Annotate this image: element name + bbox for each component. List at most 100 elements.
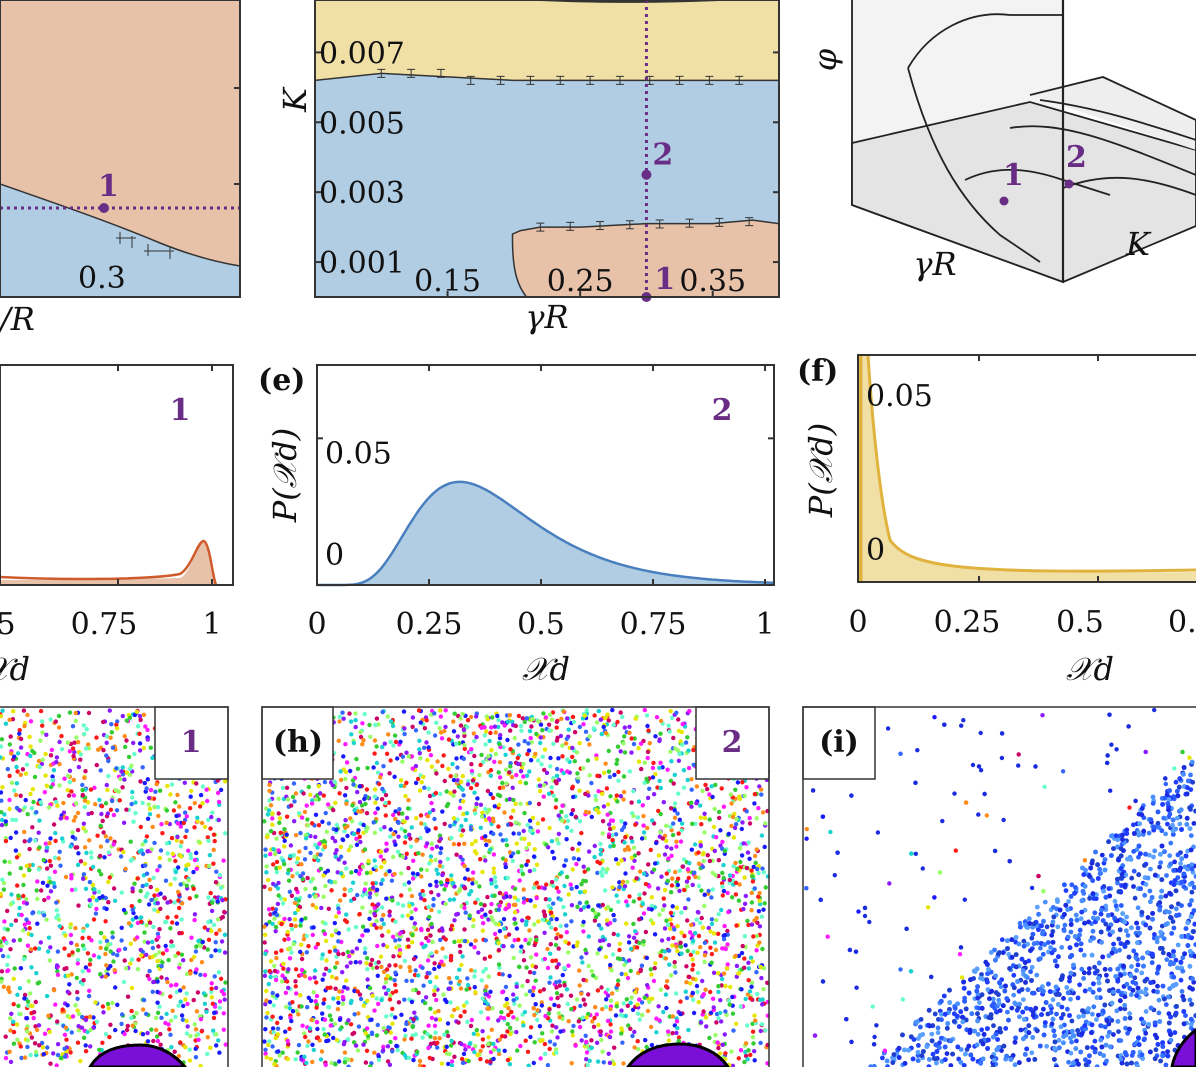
panel-e-y-tick-label: 0.05 (325, 436, 392, 471)
panel-e-x-label: 𝒳d (522, 650, 570, 688)
panel-i: (i) (802, 706, 1196, 1067)
mid-error-bar-upper (556, 75, 565, 85)
surface-y-label: K (1125, 225, 1152, 263)
panel-f-x-tick-3: 0.7 (1168, 605, 1196, 640)
panel-f-label: (f) (797, 354, 838, 389)
mid-x-label: γR (525, 298, 568, 336)
surface-point-2-label: 2 (1066, 140, 1087, 175)
panel-f-x-label: 𝒳d (1066, 650, 1114, 688)
left-x-tick: 0.3 (78, 261, 126, 296)
panel-h-point-box (695, 706, 770, 780)
mid-y-tick-label: 0.001 (319, 246, 405, 281)
panel-h-point-label: 2 (722, 725, 743, 760)
panel-i-frame (802, 706, 1196, 1067)
panel-f-x-tick-0: 0 (848, 605, 867, 640)
left-point-1 (99, 203, 109, 213)
surface-contour-2 (1009, 125, 1196, 176)
surface-floor-plane (851, 101, 1196, 283)
panel-e-area (317, 481, 774, 585)
mid-error-bar-upper (436, 68, 445, 78)
panel-i-particles (804, 707, 1196, 1067)
surface-contour-4 (1039, 99, 1196, 141)
mid-error-bar-upper (526, 75, 535, 85)
panel-g: 1 (0, 706, 229, 1067)
surface-contour-1 (964, 168, 1111, 196)
surface-contour-3 (1062, 176, 1196, 196)
left-x-label: /R (0, 300, 35, 338)
panel-e-x-tick-label: 0.75 (620, 607, 687, 642)
mid-error-bar-lower (655, 219, 664, 229)
panel-d-x-tick-2: 1 (202, 607, 221, 642)
surface-point-1 (999, 196, 1009, 206)
panel-e-x-ticks: 0 0.25 0.5 0.75 1 (307, 365, 775, 642)
mid-error-bar-upper (615, 75, 624, 85)
mid-error-bar-upper (675, 75, 684, 85)
mid-error-bar-lower (715, 217, 724, 227)
panel-d-area (0, 541, 216, 585)
surface-3d (851, 0, 1196, 284)
mid-error-bar-lower (745, 217, 754, 227)
panel-e-y-ticks: 00.05 (317, 436, 774, 586)
left-error-bars (116, 232, 174, 259)
mid-error-bar-upper (377, 68, 386, 78)
mid-upper-boundary (314, 72, 779, 82)
surface-curve-top (907, 13, 1063, 69)
panel-e-y-label: P(𝒳d) (266, 428, 304, 524)
surface-point-1-label: 1 (1003, 158, 1024, 193)
panel-f-y-tick-bottom: 0 (866, 533, 885, 568)
mid-x-tick-label: 0.35 (679, 264, 746, 299)
panel-h: (h) 2 (261, 706, 771, 1067)
panel-i-label-box (802, 706, 876, 780)
panel-i-label: (i) (819, 725, 859, 760)
panel-h-frame (261, 706, 770, 1067)
panel-e-curve (317, 480, 775, 587)
surface-point-2 (1064, 179, 1074, 189)
panel-e-label: (e) (258, 363, 305, 398)
panel-e-x-tick-label: 1 (755, 607, 774, 642)
panel-h-obstacle (626, 1042, 730, 1067)
mid-error-bar-lower (536, 222, 545, 232)
panel-f-x-tick-2: 0.5 (1056, 605, 1104, 640)
mid-y-label: K (276, 86, 314, 113)
panel-f: (f) 0.05 0 0 0.25 0.5 0.7 P(𝒳d) 𝒳d (797, 354, 1196, 688)
panel-g-obstacle (88, 1043, 187, 1067)
mid-x-tick-label: 0.25 (547, 264, 614, 299)
panel-f-y-tick-top: 0.05 (866, 379, 933, 414)
surface-plane-2 (1029, 76, 1196, 150)
mid-error-bars (377, 68, 754, 232)
mid-x-tick-label: 0.15 (414, 264, 481, 299)
panel-g-point-label: 1 (181, 725, 202, 760)
panel-g-frame (0, 706, 229, 1067)
panel-i-obstacle (1170, 1028, 1196, 1067)
panel-f-y-label: P(𝒳d) (802, 423, 840, 519)
panel-f-axes-box (857, 354, 1196, 583)
mid-error-bar-upper (586, 75, 595, 85)
panel-g-label-box (154, 706, 229, 780)
panel-d-x-tick-0: 5 (0, 607, 16, 642)
surface-curve-main (907, 67, 1041, 263)
panel-d-curve (0, 539, 218, 586)
mid-axes-box (314, 0, 780, 298)
left-point-label: 1 (98, 169, 119, 204)
panel-e-point-label: 2 (712, 393, 733, 428)
left-phase-diagram: 1 0.3 /R (0, 0, 241, 338)
panel-h-label: (h) (273, 725, 323, 760)
mid-error-bar-lower (625, 220, 634, 230)
mid-y-ticks: 0.001 0.003 0.005 0.007 (315, 36, 779, 281)
surface-z-label: φ (806, 48, 844, 71)
panel-e-y-tick-label: 0 (325, 538, 344, 573)
panel-d: 1 5 0.75 1 𝒳d (0, 364, 234, 688)
mid-error-bar-upper (466, 75, 475, 85)
panel-e: 0 0.25 0.5 0.75 1 00.05 (e) 2 P(𝒳d) 𝒳d (258, 363, 775, 688)
mid-error-bar-upper (407, 68, 416, 78)
mid-error-bar-upper (705, 75, 714, 85)
mid-point-1-label: 1 (654, 262, 675, 297)
panel-f-x-tick-1: 0.25 (934, 605, 1001, 640)
surface-x-label: γR (913, 245, 956, 283)
mid-error-bar-upper (496, 75, 505, 85)
panel-e-x-tick-label: 0.5 (517, 607, 565, 642)
left-axes-box (0, 0, 241, 298)
mid-error-bar-lower (596, 221, 605, 231)
